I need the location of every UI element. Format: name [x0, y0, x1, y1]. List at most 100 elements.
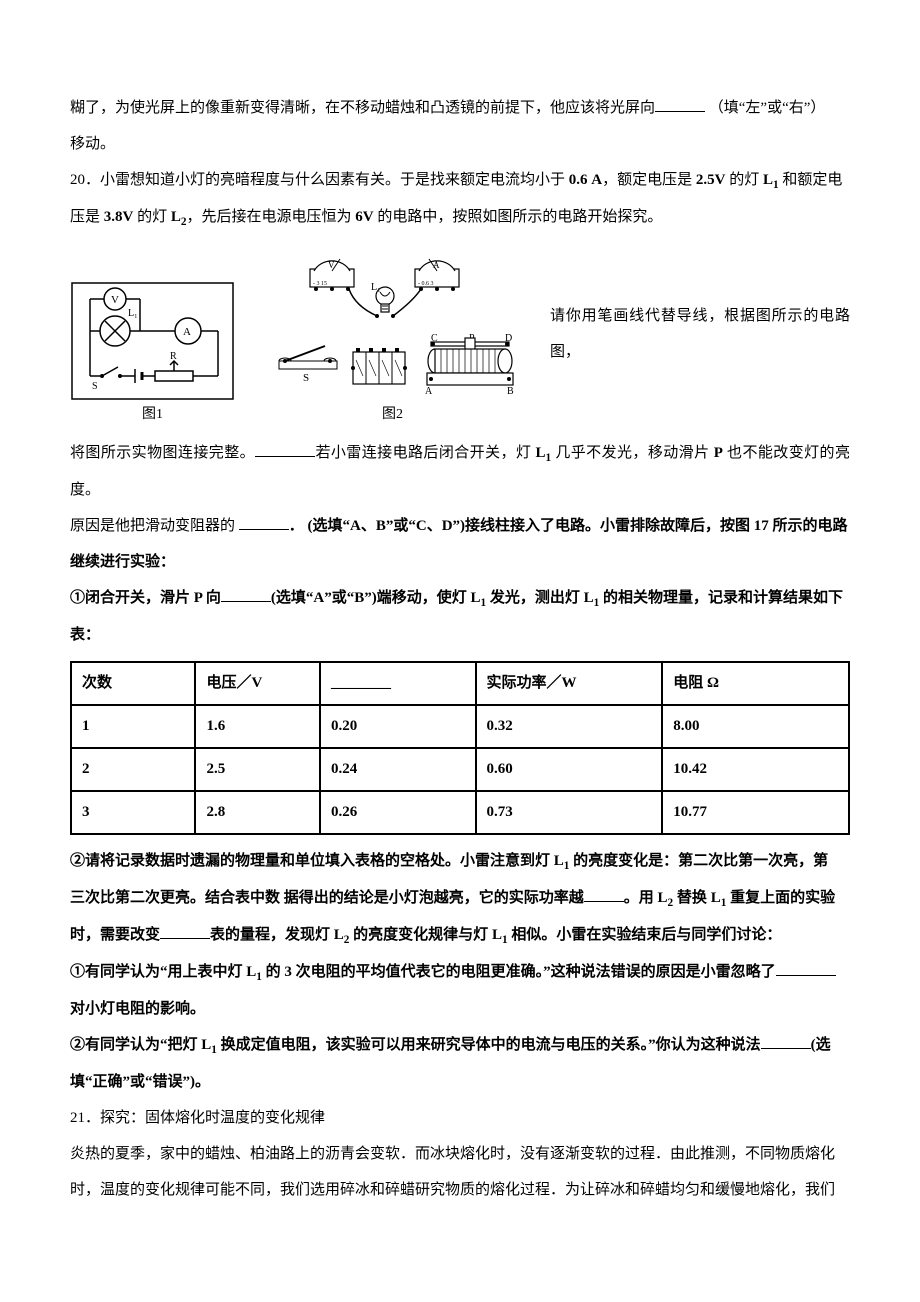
q20-discuss1-l2: 对小灯电阻的影响。 [70, 991, 850, 1027]
q21-body-l2: 时，温度的变化规律可能不同，我们选用碎冰和碎蜡研究物质的熔化过程．为让碎冰和碎蜡… [70, 1172, 850, 1208]
L1: L1 [492, 927, 508, 943]
L2: L2 [658, 890, 674, 906]
th-blank[interactable]: ________ [320, 662, 476, 705]
text: 相似。小雷在实验结束后与同学们讨论： [508, 927, 782, 943]
q20-after-fig-2: 原因是他把滑动变阻器的 ． (选填“A、B”或“C、D”)接线柱接入了电路。小雷… [70, 508, 850, 544]
text: ①有同学认为“用上表中灯 [70, 964, 246, 980]
cell: 0.32 [476, 705, 663, 748]
svg-text:V: V [328, 260, 335, 270]
text: 三次比第二次更亮。结合表中数 据得出的结论是小灯泡越亮，它的实际功率越 [70, 890, 584, 906]
L1: L1 [711, 890, 727, 906]
text: ，先后接在电源电压恒为 [187, 209, 356, 225]
blank-terminals[interactable] [239, 513, 289, 530]
val: 3.8V [104, 209, 134, 225]
data-table: 次数 电压／V ________ 实际功率／W 电阻 Ω 1 1.6 0.20 … [70, 661, 850, 835]
text: 继续进行实验： [70, 554, 175, 570]
text: 小雷想知道小灯的亮暗程度与什么因素有关。于是找来额定电流均小于 [100, 172, 569, 188]
svg-text:- 0.6 3: - 0.6 3 [418, 281, 434, 287]
text: ． [289, 518, 304, 534]
val: 3 [284, 964, 292, 980]
svg-text:R: R [170, 351, 177, 362]
text: 和额定电 [779, 172, 843, 188]
val: 6V [355, 209, 373, 225]
table-row: 1 1.6 0.20 0.32 8.00 [71, 705, 849, 748]
val: 2.5V [696, 172, 726, 188]
blank-power[interactable] [584, 885, 624, 902]
q20-intro-line1: 20．小雷想知道小灯的亮暗程度与什么因素有关。于是找来额定电流均小于 0.6 A… [70, 162, 850, 199]
val: 17 [754, 518, 769, 534]
text: ②请将记录数据时遗漏的物理量和单位填入表格的空格处。小雷注意到灯 [70, 853, 554, 869]
text: 表： [70, 627, 100, 643]
text: 的亮度变化是：第二次比第一次亮，第 [569, 853, 828, 869]
figure-2-block: V - 3 15 A - 0.6 3 [265, 246, 520, 425]
L2: L2 [334, 927, 350, 943]
cell: 8.00 [662, 705, 849, 748]
blank-connect[interactable] [255, 440, 315, 457]
svg-text:A: A [433, 260, 440, 270]
th-resistance: 电阻 Ω [662, 662, 849, 705]
text: 时，需要改变 [70, 927, 160, 943]
prev-q-tail-2: 移动。 [70, 126, 850, 162]
cell: 0.60 [476, 748, 663, 791]
blank-meter[interactable] [160, 922, 210, 939]
cell: 10.42 [662, 748, 849, 791]
text: 所示的电路 [769, 518, 848, 534]
blank-ignored[interactable] [776, 959, 836, 976]
figure-side-text: 请你用笔画线代替导线，根据图所示的电路图， [550, 298, 850, 425]
q20-step2-l3: 时，需要改变表的量程，发现灯 L2 的亮度变化规律与灯 L1 相似。小雷在实验结… [70, 917, 850, 954]
text: ②有同学认为“把灯 [70, 1037, 201, 1053]
figure-1-block: L₁ V A S [70, 281, 235, 425]
text: 发光，测出灯 [486, 590, 584, 606]
L1: L1 [470, 590, 486, 606]
text: (选填“A”或“B”)端移动，使灯 [271, 590, 471, 606]
text: ，额定电压是 [602, 172, 696, 188]
text: 换成定值电阻，该实验可以用来研究导体中的电流与电压的关系。”你认为这种说法 [217, 1037, 761, 1053]
text: 移动。 [70, 136, 115, 152]
th-count: 次数 [71, 662, 195, 705]
text: 的灯 [725, 172, 763, 188]
circuit-diagram-fig1: L₁ V A S [70, 281, 235, 401]
P: P [194, 590, 202, 606]
q20-discuss1-l1: ①有同学认为“用上表中灯 L1 的 3 次电阻的平均值代表它的电阻更准确。”这种… [70, 954, 850, 991]
text: 探究：固体熔化时温度的变化规律 [100, 1110, 325, 1126]
q20-step1: ①闭合开关，滑片 P 向(选填“A”或“B”)端移动，使灯 L1 发光，测出灯 … [70, 580, 850, 617]
cell: 0.26 [320, 791, 476, 834]
svg-text:L₁: L₁ [128, 308, 138, 319]
text: 对小灯电阻的影响。 [70, 1001, 205, 1017]
q21-body-l1: 炎热的夏季，家中的蜡烛、柏油路上的沥青会变软．而冰块熔化时，没有逐渐变软的过程．… [70, 1136, 850, 1172]
text: （填“左”或“右”） [709, 100, 826, 116]
cell: 0.20 [320, 705, 476, 748]
text: 替换 [673, 890, 711, 906]
blank-correct[interactable] [761, 1032, 811, 1049]
text: 若小雷连接电路后闭合开关，灯 [315, 445, 535, 461]
th-power: 实际功率／W [476, 662, 663, 705]
q20-discuss2-l1: ②有同学认为“把灯 L1 换成定值电阻，该实验可以用来研究导体中的电流与电压的关… [70, 1027, 850, 1064]
blank-screen-dir[interactable] [655, 96, 705, 113]
cell: 3 [71, 791, 195, 834]
q-number: 20． [70, 172, 100, 188]
q20-step2-l1: ②请将记录数据时遗漏的物理量和单位填入表格的空格处。小雷注意到灯 L1 的亮度变… [70, 843, 850, 880]
cell: 2 [71, 748, 195, 791]
L1: L1 [536, 445, 552, 461]
text: 压是 [70, 209, 104, 225]
svg-text:A: A [183, 326, 191, 338]
text: 时，温度的变化规律可能不同，我们选用碎冰和碎蜡研究物质的熔化过程．为让碎冰和碎蜡… [70, 1182, 835, 1198]
L1: L1 [554, 853, 570, 869]
th-voltage: 电压／V [195, 662, 319, 705]
svg-text:- 3 15: - 3 15 [313, 281, 327, 287]
q21-title: 21．探究：固体熔化时温度的变化规律 [70, 1100, 850, 1136]
svg-text:L₁: L₁ [371, 282, 381, 293]
L2: L2 [171, 209, 187, 225]
L1: L1 [201, 1037, 217, 1053]
cell: 2.5 [195, 748, 319, 791]
physical-circuit-fig2: V - 3 15 A - 0.6 3 [265, 246, 520, 401]
blank-direction[interactable] [221, 585, 271, 602]
text: 。用 [624, 890, 658, 906]
cell: 10.77 [662, 791, 849, 834]
q20-discuss2-l2: 填“正确”或“错误”)。 [70, 1064, 850, 1100]
L1: L1 [246, 964, 262, 980]
cell: 0.24 [320, 748, 476, 791]
q20-step1-tail: 表： [70, 617, 850, 653]
text: 填“正确”或“错误”)。 [70, 1074, 210, 1090]
svg-text:S: S [303, 372, 309, 384]
